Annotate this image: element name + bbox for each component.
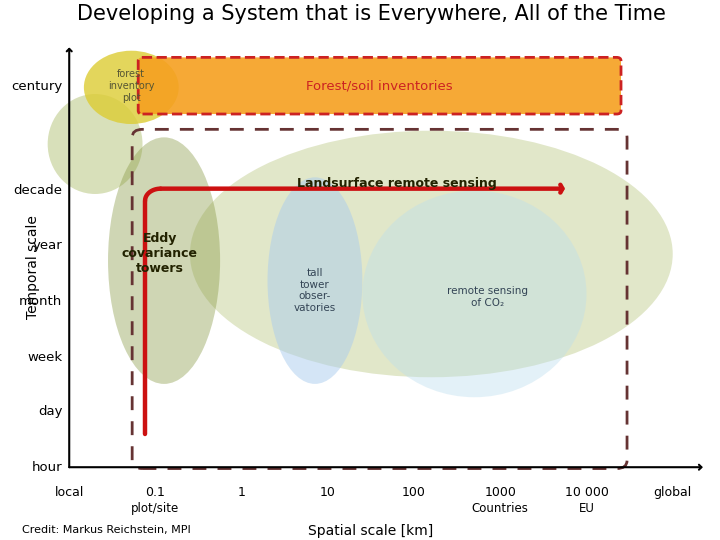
Text: plot/site: plot/site — [131, 502, 179, 515]
Text: Temporal scale: Temporal scale — [26, 215, 40, 319]
Ellipse shape — [190, 131, 672, 377]
Title: Developing a System that is Everywhere, All of the Time: Developing a System that is Everywhere, … — [76, 4, 665, 24]
Text: 10 000: 10 000 — [564, 486, 608, 499]
Text: Countries: Countries — [472, 502, 528, 515]
Text: 0.1: 0.1 — [145, 486, 166, 499]
Text: Landsurface remote sensing: Landsurface remote sensing — [297, 178, 497, 191]
Text: week: week — [27, 351, 63, 364]
Text: 100: 100 — [402, 486, 426, 499]
Text: month: month — [19, 295, 63, 308]
Text: decade: decade — [14, 184, 63, 197]
Text: Spatial scale [km]: Spatial scale [km] — [308, 524, 433, 538]
Text: forest
inventory
plot: forest inventory plot — [108, 70, 155, 103]
Text: hour: hour — [32, 461, 63, 474]
Text: century: century — [11, 79, 63, 92]
Text: 10: 10 — [320, 486, 336, 499]
Text: global: global — [654, 486, 692, 499]
Ellipse shape — [268, 177, 362, 384]
Text: 1: 1 — [238, 486, 246, 499]
Text: year: year — [32, 239, 63, 253]
Text: Credit: Markus Reichstein, MPI: Credit: Markus Reichstein, MPI — [22, 524, 190, 535]
Ellipse shape — [84, 51, 179, 124]
Text: day: day — [38, 406, 63, 419]
Text: EU: EU — [579, 502, 595, 515]
Ellipse shape — [48, 94, 143, 194]
Text: remote sensing
of CO₂: remote sensing of CO₂ — [447, 287, 528, 308]
Text: Eddy
covariance
towers: Eddy covariance towers — [122, 232, 198, 275]
Text: Forest/soil inventories: Forest/soil inventories — [306, 79, 453, 92]
Text: local: local — [55, 486, 84, 499]
Text: 1000: 1000 — [485, 486, 516, 499]
Ellipse shape — [108, 137, 220, 384]
FancyBboxPatch shape — [138, 57, 621, 114]
Text: tall
tower
obser-
vatories: tall tower obser- vatories — [294, 268, 336, 313]
Ellipse shape — [362, 191, 587, 397]
